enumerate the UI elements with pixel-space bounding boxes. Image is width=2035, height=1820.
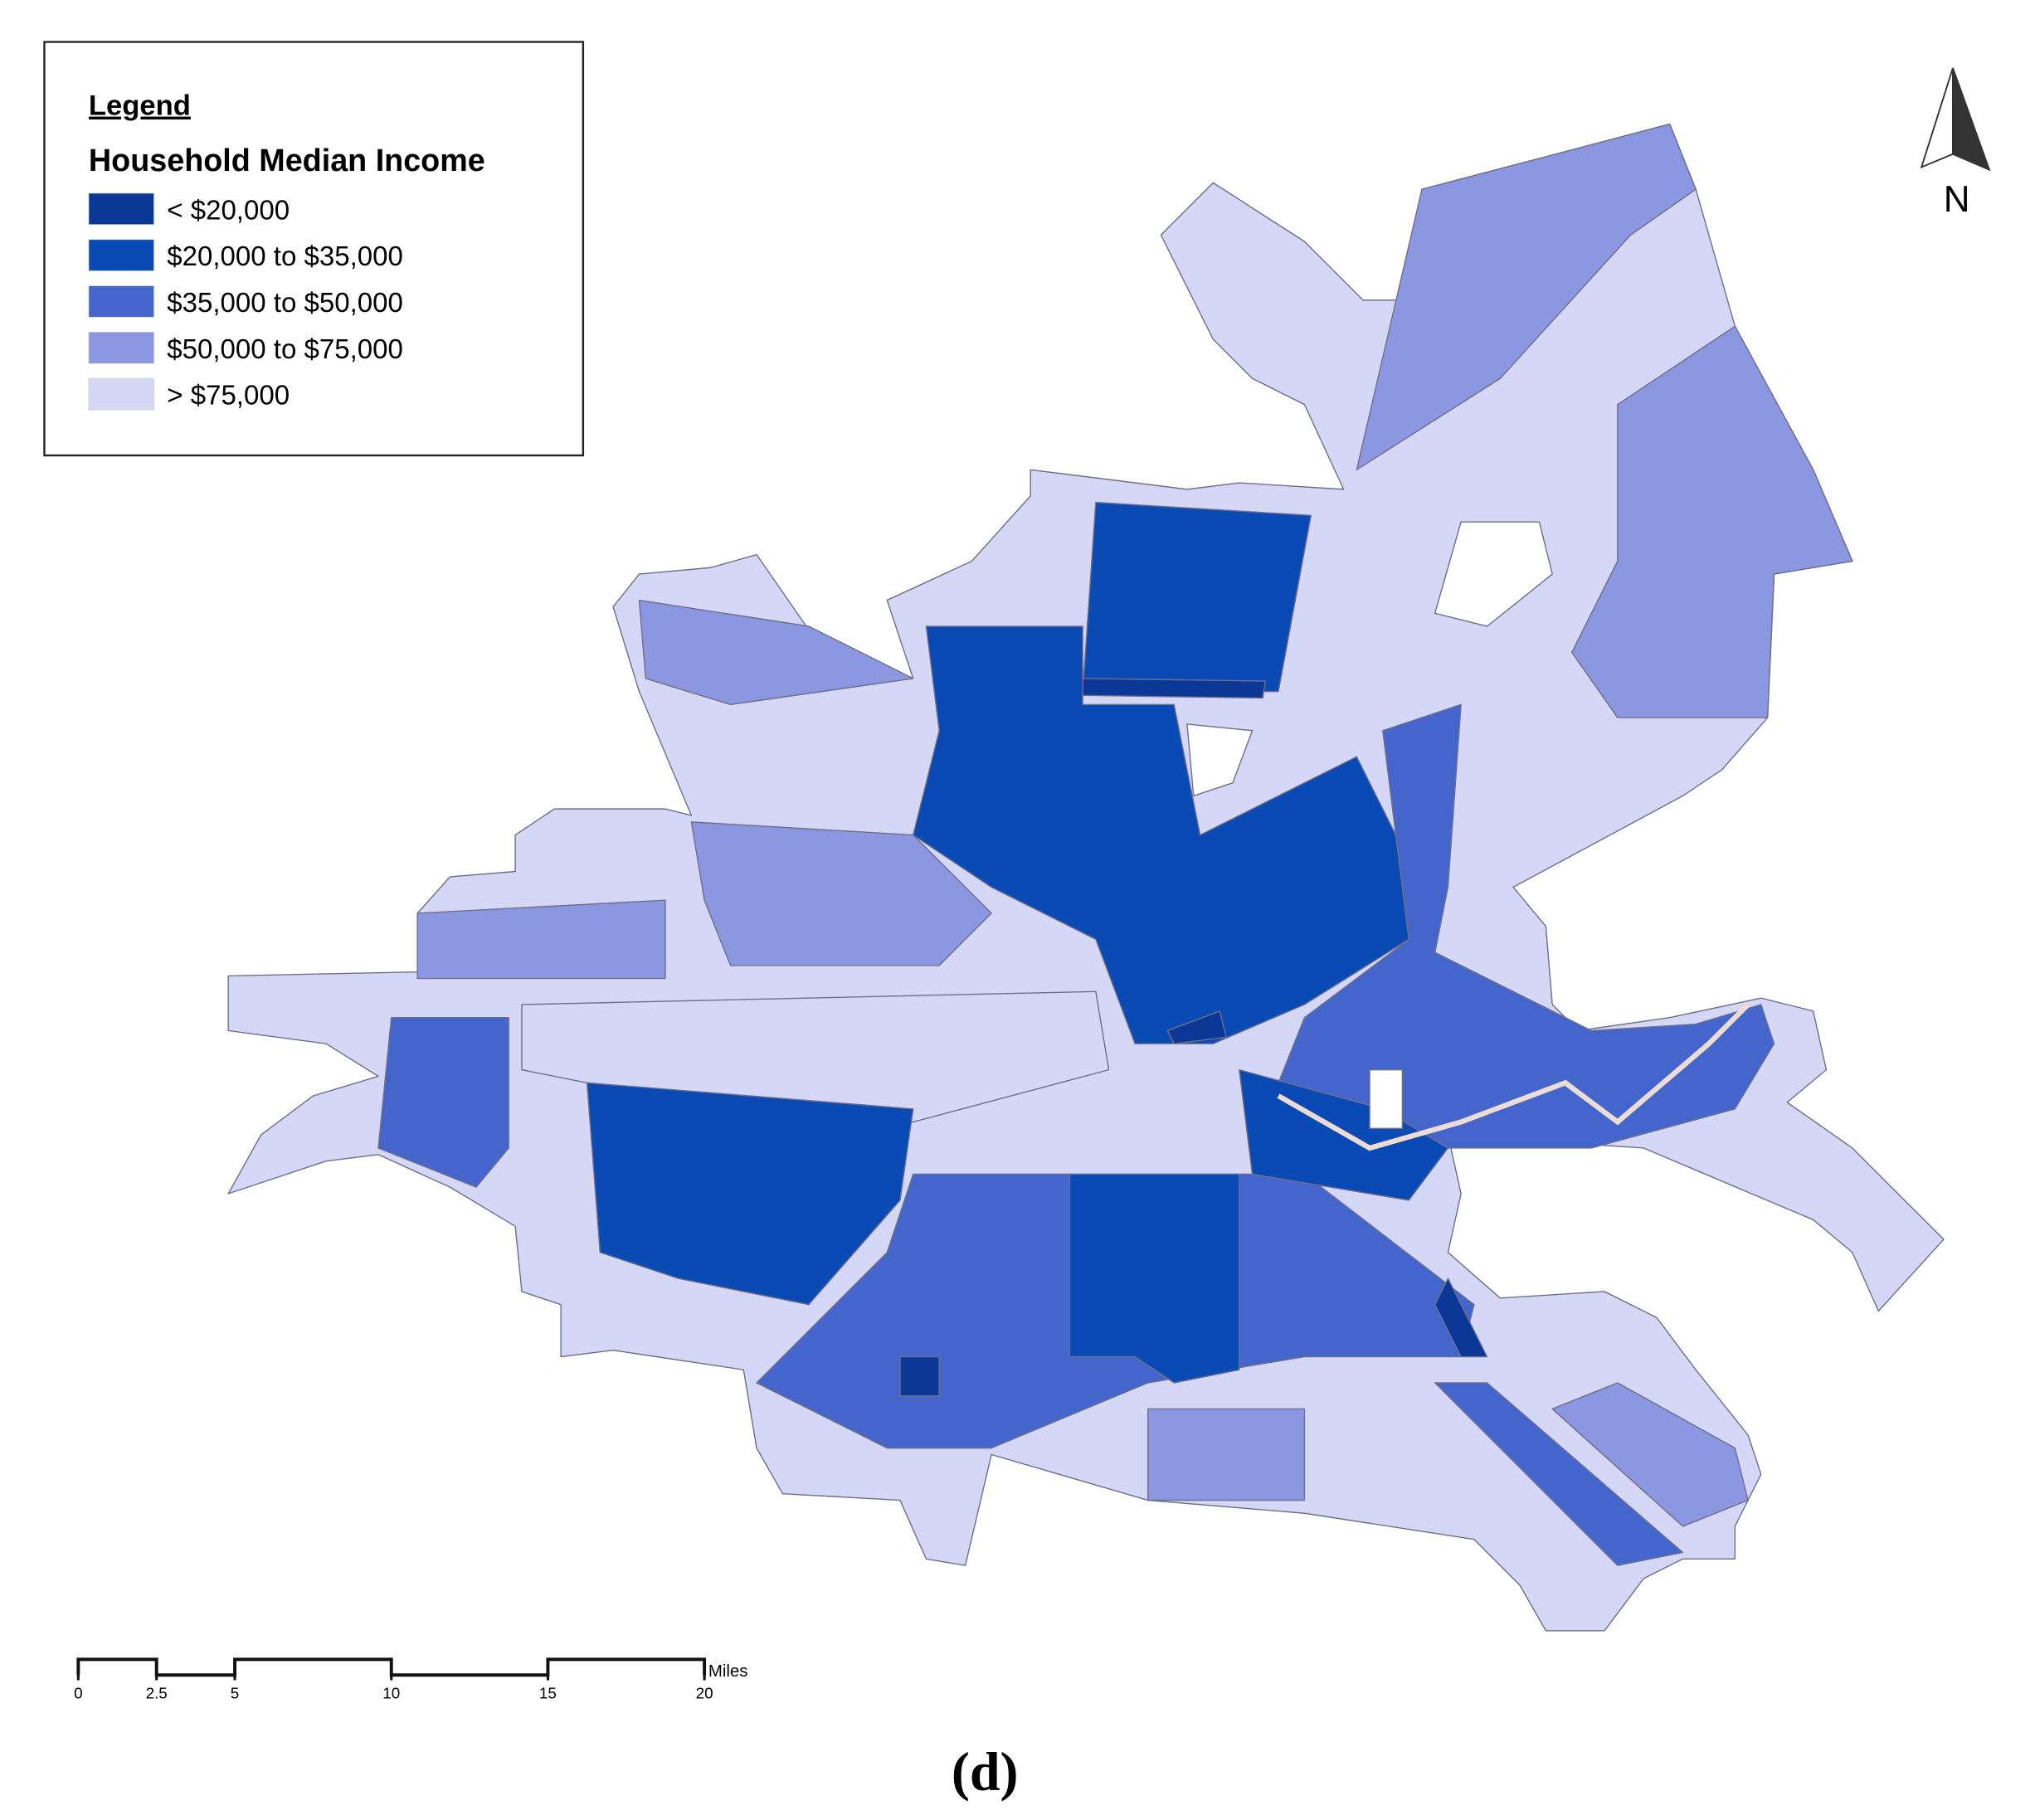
north-label: N <box>1944 179 1970 220</box>
legend-swatch <box>88 239 154 271</box>
scale-tick-label: 5 <box>231 1685 240 1702</box>
legend-label: $50,000 to $75,000 <box>167 333 403 364</box>
no-data-area <box>1434 521 1553 627</box>
region <box>899 1355 940 1397</box>
caption: (d) <box>952 1742 1019 1803</box>
legend-items: < $20,000 $20,000 to $35,000 $35,000 to $5… <box>88 192 403 411</box>
legend-title: Household Median Income <box>89 143 485 178</box>
region <box>1571 325 1853 718</box>
region <box>638 599 914 706</box>
region <box>912 625 1409 1044</box>
scale-unit: Miles <box>708 1662 748 1681</box>
scale-bar: 0 2.5 5 10 15 20 Miles <box>74 1657 748 1702</box>
scale-line <box>76 1657 707 1677</box>
legend-swatch <box>88 285 154 318</box>
no-data-area <box>1369 1068 1404 1130</box>
region <box>1069 1173 1240 1384</box>
region <box>1166 1010 1227 1044</box>
region <box>1082 678 1266 699</box>
legend-swatch <box>88 377 154 411</box>
region <box>1278 703 1775 1149</box>
region <box>377 1017 509 1188</box>
arrow-right <box>1951 67 1991 172</box>
region <box>416 899 666 980</box>
arrow-left <box>1920 67 1954 169</box>
legend-swatch <box>88 192 154 226</box>
legend: Legend Household Median Income < $20,000… <box>43 41 585 457</box>
legend-swatch <box>88 332 154 364</box>
region <box>1551 1382 1749 1527</box>
income-map <box>227 123 1945 1632</box>
region <box>1434 1277 1488 1358</box>
legend-label: $35,000 to $50,000 <box>167 287 403 318</box>
no-data-area <box>1186 723 1254 797</box>
region <box>1147 1408 1306 1501</box>
scale-tick-label: 15 <box>539 1685 557 1702</box>
legend-heading: Legend <box>89 90 191 122</box>
north-arrow: N <box>1920 67 1991 220</box>
ship-channel <box>1277 1002 1750 1151</box>
scale-tick-label: 20 <box>696 1685 713 1702</box>
legend-label: > $75,000 <box>167 380 290 411</box>
legend-label: $20,000 to $35,000 <box>167 241 403 271</box>
region <box>1356 123 1697 471</box>
region <box>1082 501 1312 693</box>
scale-tick-label: 10 <box>382 1685 400 1702</box>
scale-tick-label: 0 <box>74 1685 83 1702</box>
region <box>586 1082 914 1306</box>
region <box>1434 1382 1684 1566</box>
legend-label: < $20,000 <box>167 194 290 225</box>
scale-tick-label: 2.5 <box>146 1685 168 1702</box>
